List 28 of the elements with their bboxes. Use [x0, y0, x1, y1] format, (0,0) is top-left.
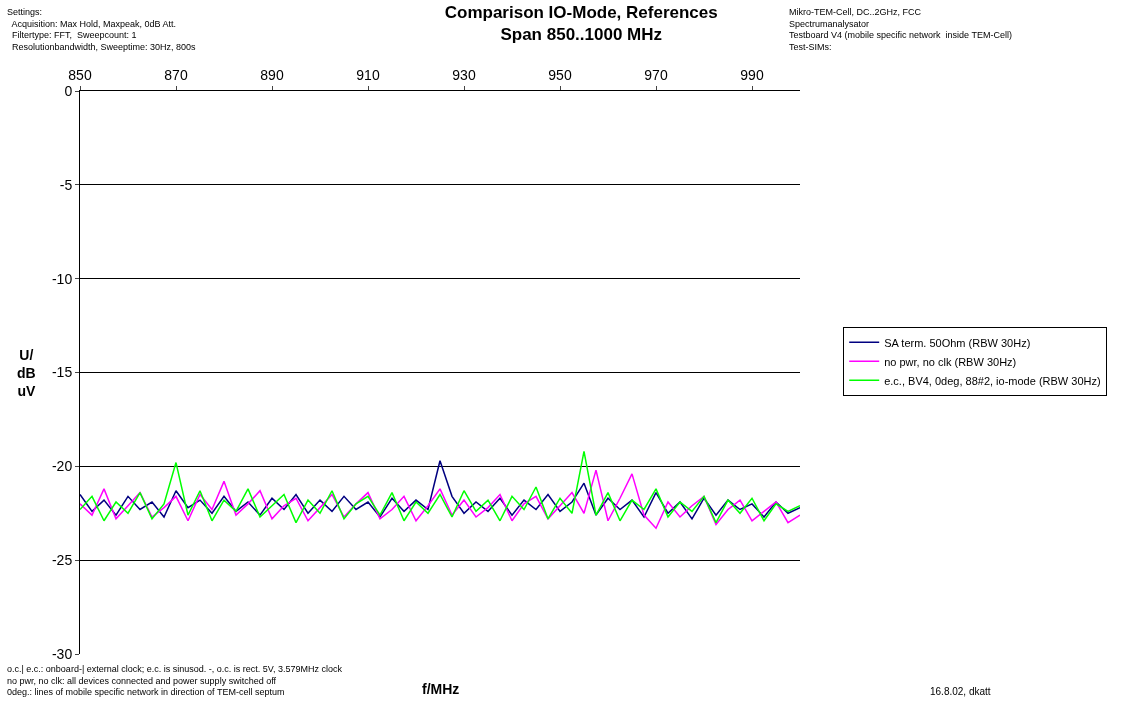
- y-tick-label: -15: [51, 364, 73, 381]
- y-tick-label: -20: [51, 458, 73, 475]
- y-tick-label: -25: [51, 552, 73, 569]
- x-tick-label: 970: [644, 67, 668, 84]
- x-tick-label: 930: [452, 67, 476, 84]
- y-tick-label: -30: [51, 645, 73, 662]
- legend-label: e.c., BV4, 0deg, 88#2, io-mode (RBW 30Hz): [884, 374, 1101, 387]
- legend-label: SA term. 50Ohm (RBW 30Hz): [884, 336, 1031, 349]
- x-axis-title: f/MHz: [422, 681, 460, 697]
- text: 16.8.02, dkatt: [930, 686, 991, 697]
- line-series: [80, 469, 800, 530]
- text: Mikro-TEM-Cell, DC..2GHz, FCC Spectrumanalysator Testboard V4 (mobile specific network inside TEM-Cell) Test-SIMs:: [789, 7, 1012, 53]
- y-axis-title: U/ dB uV: [17, 347, 36, 400]
- x-tick-label: 890: [260, 67, 284, 84]
- line-series: [80, 450, 800, 524]
- x-tick-label: 950: [548, 67, 572, 84]
- y-tick-label: 0: [64, 82, 73, 99]
- legend-label: no pwr, no clk (RBW 30Hz): [884, 355, 1017, 368]
- text: o.c.| e.c.: onboard-| external clock; e.c. is sinusod. -, o.c. is rect. 5V, 3.579MHz clock no pwr, no clk: all devices connected and power supply switched off 0deg.: lines of mobile specific network in direction of TEM-cell septum: [7, 664, 343, 698]
- x-tick-label: 850: [68, 67, 92, 84]
- text: Settings: Acquisition: Max Hold, Maxpeak, 0dB Att. Filtertype: FFT, Sweepcount: 1 Resolutionbandwidth, Sweeptime: 30Hz, 800s: [7, 7, 197, 53]
- chart-title: Comparison IO-Mode, References Span 850..1000 MHz: [444, 2, 718, 44]
- line-series: [80, 459, 800, 520]
- x-tick-label: 990: [740, 67, 764, 84]
- x-tick-label: 910: [356, 67, 380, 84]
- x-tick-label: 870: [164, 67, 188, 84]
- y-tick-label: -10: [51, 270, 73, 287]
- y-tick-label: -5: [59, 176, 73, 193]
